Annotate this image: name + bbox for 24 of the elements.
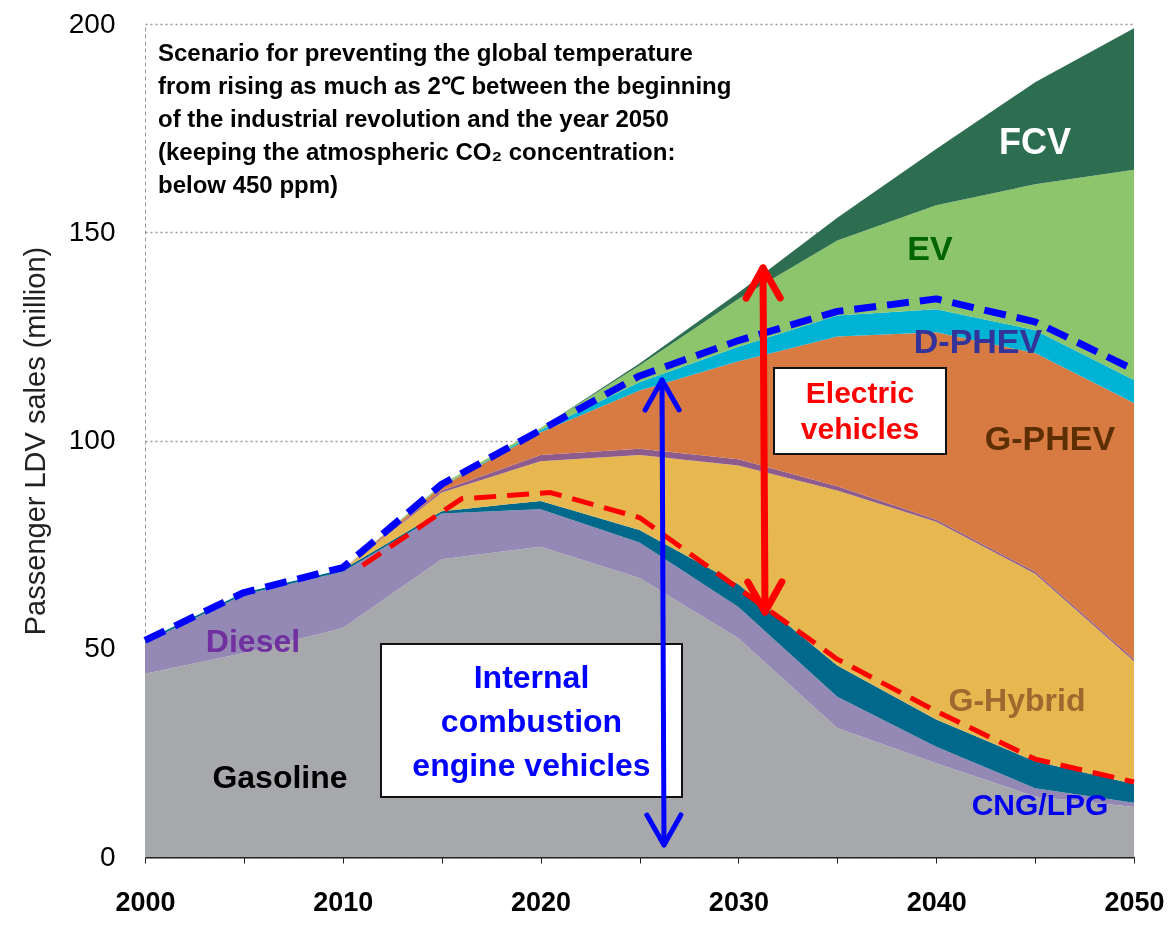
series-label: G-PHEV bbox=[984, 419, 1116, 457]
x-tick-label: 2040 bbox=[906, 886, 967, 917]
x-tick-label: 2010 bbox=[313, 886, 374, 917]
y-tick-label: 150 bbox=[68, 215, 116, 247]
series-label: FCV bbox=[999, 121, 1071, 162]
text-box: Internal combustion engine vehicles bbox=[380, 643, 683, 798]
x-tick-label: 2000 bbox=[115, 886, 176, 917]
y-axis-title: Passenger LDV sales (million) bbox=[18, 246, 51, 636]
annotation: Internal combustion engine vehicles bbox=[411, 657, 652, 785]
y-tick-label: 0 bbox=[99, 840, 116, 872]
annotation: Scenario for preventing the global temperature from rising as much as 2℃ between the beginning of the industrial revolution and the year 2050 (keeping the atmospheric CO₂ concentration: below 450 ppm) bbox=[158, 38, 732, 200]
series-label: CNG/LPG bbox=[971, 788, 1109, 821]
series-label: Diesel bbox=[205, 623, 301, 659]
series-label: EV bbox=[907, 229, 953, 267]
series-label: Gasoline bbox=[212, 759, 348, 795]
x-tick-label: 2030 bbox=[708, 886, 769, 917]
text-box: Electric vehicles bbox=[773, 367, 947, 455]
x-tick-label: 2050 bbox=[1104, 886, 1165, 917]
y-tick-label: 100 bbox=[68, 424, 116, 455]
y-tick-label: 200 bbox=[68, 7, 116, 39]
series-label: G-Hybrid bbox=[948, 682, 1086, 718]
annotation: Electric vehicles bbox=[799, 375, 921, 447]
y-tick-label: 50 bbox=[84, 632, 116, 664]
x-tick-label: 2020 bbox=[511, 886, 572, 917]
